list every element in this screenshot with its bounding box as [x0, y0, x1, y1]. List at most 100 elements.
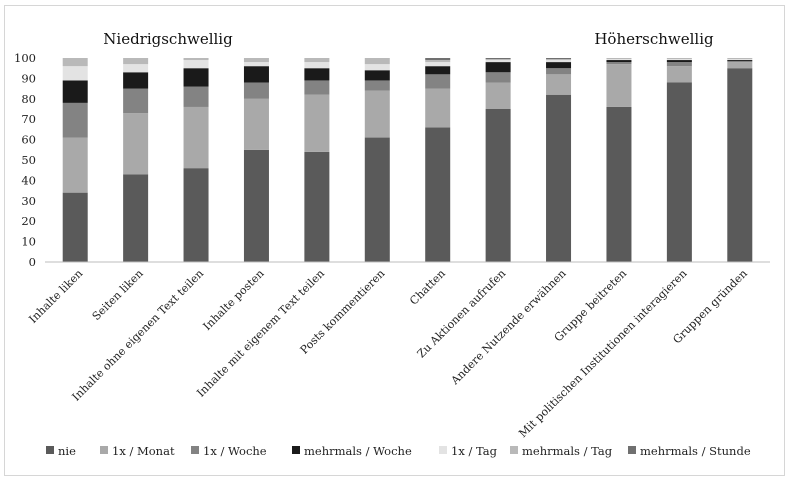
bar-segment-3-6 [425, 66, 451, 75]
x-tick-label: Inhalte ohne eigenen Text teilen [70, 267, 207, 404]
y-tick-label: 100 [14, 51, 36, 65]
annotation-label: Höherschwellig [594, 30, 714, 48]
bar-segment-3-5 [364, 70, 390, 81]
legend-label: mehrmals / Tag [522, 444, 613, 458]
bar-segment-3-1 [123, 72, 149, 89]
bar-segment-3-11 [727, 60, 753, 62]
bar-segment-5-4 [304, 58, 330, 63]
legend-swatch [292, 446, 300, 454]
y-tick-label: 90 [21, 71, 36, 85]
y-tick-label: 20 [21, 214, 36, 228]
bar-segment-1-10 [666, 66, 692, 83]
legend-label: mehrmals / Stunde [640, 444, 751, 458]
bar-segment-0-3 [243, 149, 269, 262]
bar-segment-4-11 [727, 59, 753, 61]
bar-segment-4-2 [183, 60, 209, 69]
x-tick-label: Inhalte liken [26, 267, 85, 326]
x-tick-label: Seiten liken [90, 267, 146, 323]
bar-segment-6-6 [425, 58, 451, 61]
bar-segment-5-1 [123, 58, 149, 65]
bar-segment-3-2 [183, 68, 209, 87]
bar-segment-2-2 [183, 86, 209, 107]
bar-segment-5-8 [546, 59, 572, 61]
bar-segment-1-0 [62, 137, 88, 193]
bar-segment-2-4 [304, 80, 330, 95]
bar-segment-4-4 [304, 62, 330, 69]
legend-label: nie [58, 444, 76, 458]
bar-segment-5-3 [243, 58, 269, 63]
bar-segment-0-9 [606, 106, 632, 263]
bar-segment-3-7 [485, 62, 511, 73]
y-tick-label: 0 [29, 255, 36, 269]
bar-segment-2-5 [364, 80, 390, 91]
legend-label: 1x / Tag [451, 444, 498, 458]
bar-segment-3-10 [666, 60, 692, 63]
bar-segment-4-10 [666, 59, 692, 61]
bar-segment-2-0 [62, 102, 88, 138]
bar-segment-0-2 [183, 168, 209, 262]
bar-segment-2-9 [606, 62, 632, 65]
y-tick-label: 70 [21, 112, 36, 126]
bar-segment-2-3 [243, 82, 269, 99]
x-tick-label: Chatten [407, 267, 448, 308]
y-tick-label: 40 [21, 173, 36, 187]
legend-swatch [439, 446, 447, 454]
bar-segment-3-8 [546, 62, 572, 69]
y-tick-label: 50 [21, 153, 36, 167]
bar-segment-2-11 [727, 61, 753, 63]
annotation-label: Niedrigschwellig [103, 30, 233, 48]
bar-segment-1-3 [243, 98, 269, 150]
bar-segment-1-4 [304, 94, 330, 152]
bar-segment-3-9 [606, 60, 632, 63]
y-tick-label: 80 [21, 92, 36, 106]
bar-segment-3-4 [304, 68, 330, 81]
bar-segment-4-7 [485, 60, 511, 63]
legend-swatch [191, 446, 199, 454]
x-tick-label: Andere Nutzende erwähnen [448, 267, 569, 388]
bar-segment-0-4 [304, 151, 330, 262]
bar-segment-0-7 [485, 109, 511, 262]
bar-segment-2-6 [425, 74, 451, 89]
bar-segment-6-7 [485, 58, 511, 60]
bar-segment-5-9 [606, 58, 632, 60]
bar-segment-1-8 [546, 74, 572, 95]
legend-label: 1x / Woche [203, 444, 267, 458]
bar-segment-2-7 [485, 72, 511, 83]
bar-segment-5-10 [666, 58, 692, 60]
legend-swatch [510, 446, 518, 454]
bar-segment-5-6 [425, 60, 451, 63]
legend-swatch [46, 446, 54, 454]
bar-segment-4-5 [364, 64, 390, 71]
legend-swatch [100, 446, 108, 454]
bar-segment-5-2 [183, 58, 209, 61]
bar-segment-1-9 [606, 64, 632, 107]
legend-label: mehrmals / Woche [304, 444, 412, 458]
bar-segment-1-1 [123, 113, 149, 175]
bar-segment-2-10 [666, 62, 692, 67]
bar-segment-0-0 [62, 192, 88, 262]
bar-segment-0-8 [546, 94, 572, 262]
bar-segment-1-7 [485, 82, 511, 109]
y-tick-label: 10 [21, 235, 36, 249]
bar-segment-4-6 [425, 62, 451, 67]
y-tick-label: 30 [21, 194, 36, 208]
bar-segment-1-2 [183, 106, 209, 169]
bar-segment-0-6 [425, 127, 451, 262]
y-tick-label: 60 [21, 133, 36, 147]
bar-segment-0-5 [364, 137, 390, 262]
bar-segment-4-0 [62, 66, 88, 81]
bar-segment-1-5 [364, 90, 390, 138]
x-tick-label: Inhalte mit eigenem Text teilen [194, 267, 327, 400]
x-tick-label: Inhalte posten [201, 267, 267, 333]
bar-segment-0-10 [666, 82, 692, 262]
bar-segment-4-3 [243, 62, 269, 67]
bar-segment-5-7 [485, 59, 511, 61]
bar-segment-2-8 [546, 68, 572, 75]
chart-frame [4, 5, 785, 476]
bar-segment-1-11 [727, 62, 753, 69]
bar-segment-6-8 [546, 58, 572, 60]
bar-segment-5-0 [62, 58, 88, 67]
bar-segment-5-5 [364, 58, 390, 65]
